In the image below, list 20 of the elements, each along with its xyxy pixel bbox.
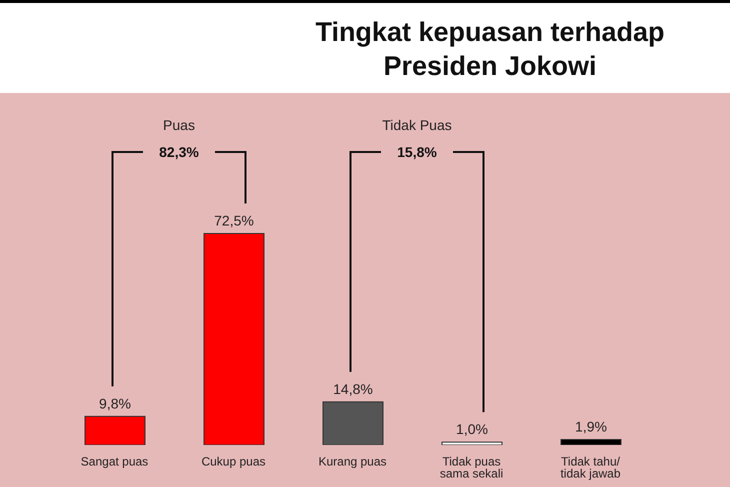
bar bbox=[84, 416, 146, 445]
x-tick-label: Tidak tahu/ tidak jawab bbox=[560, 454, 621, 481]
bar bbox=[442, 442, 502, 445]
bar bbox=[204, 233, 264, 445]
x-tick-label: Kurang puas bbox=[318, 454, 387, 469]
data-label: 14,8% bbox=[333, 380, 373, 397]
text: 15,8% bbox=[397, 144, 438, 160]
x-tick-label: Sangat puas bbox=[80, 454, 148, 469]
x-tick-label: Tidak puas sama sekali bbox=[440, 454, 504, 481]
data-label: 1,9% bbox=[575, 418, 607, 434]
chart-title: Tingkat kepuasan terhadap Presiden Jokowi bbox=[314, 16, 666, 83]
text: Puas bbox=[163, 117, 195, 133]
text: Tidak Puas bbox=[382, 117, 452, 133]
data-label: 72,5% bbox=[214, 212, 254, 229]
bar bbox=[560, 438, 622, 445]
data-label: 9,8% bbox=[99, 395, 131, 412]
data-label: 1,0% bbox=[456, 421, 488, 438]
text: 82,3% bbox=[159, 144, 200, 160]
x-tick-label: Cukup puas bbox=[201, 454, 266, 469]
bar bbox=[322, 401, 384, 445]
